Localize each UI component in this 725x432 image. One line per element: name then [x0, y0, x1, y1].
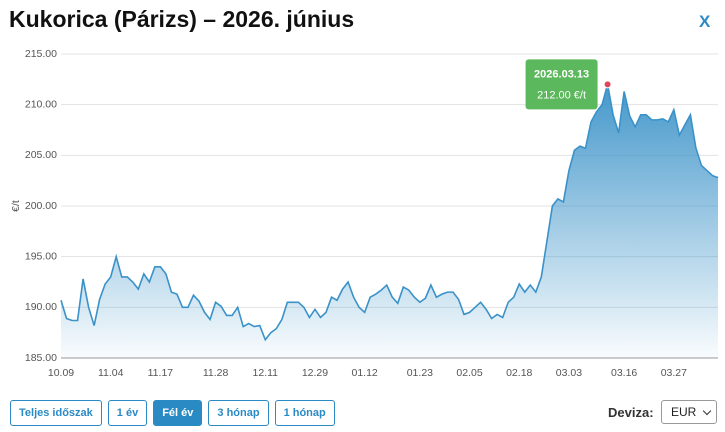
range-button[interactable]: Teljes időszak: [10, 400, 102, 426]
x-tick-label: 02.05: [456, 367, 482, 379]
tooltip: 2026.03.13 212.00 €/t: [525, 59, 598, 110]
title: Kukorica (Párizs) – 2026. június: [9, 6, 355, 32]
x-tick-label: 11.04: [98, 367, 124, 379]
y-tick-label: 210.00: [25, 98, 57, 110]
x-tick-label: 03.03: [556, 367, 582, 379]
tooltip-box: [525, 59, 598, 110]
y-tick-label: 215.00: [25, 48, 57, 60]
y-tick-label: 200.00: [25, 200, 57, 212]
y-tick-label: 195.00: [25, 250, 57, 262]
close-button[interactable]: X: [699, 12, 711, 31]
x-tick-label: 02.18: [506, 367, 532, 379]
range-button[interactable]: 3 hónap: [208, 400, 269, 426]
hover-marker: [603, 80, 612, 89]
x-tick-label: 01.23: [407, 367, 433, 379]
x-tick-label: 01.12: [352, 367, 378, 379]
x-tick-label: 03.27: [661, 367, 687, 379]
y-tick-label: 185.00: [25, 352, 57, 364]
currency-select[interactable]: EUR: [661, 400, 717, 424]
range-button[interactable]: 1 hónap: [274, 400, 335, 426]
x-tick-label: 11.17: [148, 367, 174, 379]
chart: €/t 185.00 190.00 195.00 200.00 205.00 210.00…: [10, 48, 719, 379]
x-tick-label: 10.09: [48, 367, 74, 379]
tooltip-date: 2026.03.13: [534, 68, 589, 80]
range-button[interactable]: 1 év: [107, 400, 148, 426]
x-tick-label: 12.29: [302, 367, 328, 379]
y-tick-label: 190.00: [25, 301, 57, 313]
range-button[interactable]: Fél év: [153, 400, 203, 426]
line: [60, 84, 719, 342]
range-buttons: Teljes időszak 1 év Fél év 3 hónap 1 hónap: [10, 400, 335, 426]
currency-label: Deviza:: [608, 405, 654, 420]
x-tick-label: 03.16: [611, 367, 637, 379]
x-tick-label: 12.11: [253, 367, 279, 379]
y-tick-label: 205.00: [25, 149, 57, 161]
area: [61, 84, 718, 359]
x-tick-label: 11.28: [203, 367, 229, 379]
y-axis-label: €/t: [10, 200, 22, 212]
tooltip-value: 212.00 €/t: [537, 89, 586, 101]
